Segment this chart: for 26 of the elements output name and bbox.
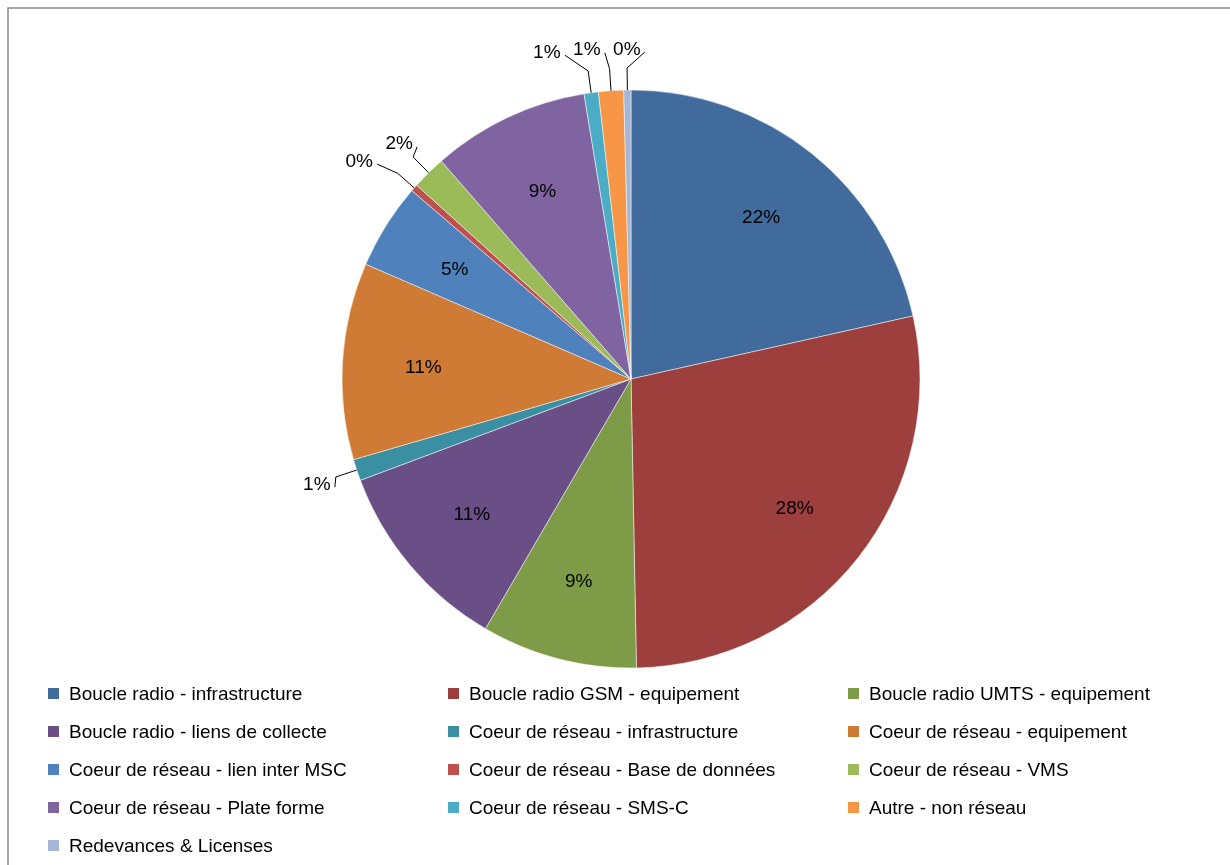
data-label: 5% xyxy=(440,258,469,280)
legend-label: Coeur de réseau - VMS xyxy=(869,758,1069,780)
data-label: 11% xyxy=(405,355,442,377)
legend-label: Coeur de réseau - lien inter MSC xyxy=(69,758,347,780)
data-label: 22% xyxy=(742,206,781,228)
legend-label: Autre - non réseau xyxy=(869,796,1027,818)
data-label: 0% xyxy=(613,37,641,59)
data-label: 1% xyxy=(533,40,561,62)
data-label: 9% xyxy=(528,180,557,202)
data-label: 2% xyxy=(385,132,413,154)
data-label: 9% xyxy=(564,570,593,592)
legend-label: Coeur de réseau - SMS-C xyxy=(469,796,689,818)
legend-label: Boucle radio - infrastructure xyxy=(69,682,303,704)
legend-label: Coeur de réseau - Base de données xyxy=(469,758,776,780)
legend-label: Coeur de réseau - equipement xyxy=(869,720,1128,742)
legend-label: Boucle radio GSM - equipement xyxy=(469,682,741,704)
data-label: 0% xyxy=(345,149,373,171)
legend-label: Coeur de réseau - Plate forme xyxy=(69,796,325,818)
data-label: 1% xyxy=(303,472,331,494)
legend-label: Boucle radio UMTS - equipement xyxy=(869,682,1151,704)
data-label: 1% xyxy=(573,38,601,60)
legend-label: Coeur de réseau - infrastructure xyxy=(469,720,739,742)
legend-label: Redevances & Licenses xyxy=(69,834,273,856)
legend-label: Boucle radio - liens de collecte xyxy=(69,720,327,742)
data-label: 11% xyxy=(453,502,491,524)
data-label: 28% xyxy=(775,497,814,519)
